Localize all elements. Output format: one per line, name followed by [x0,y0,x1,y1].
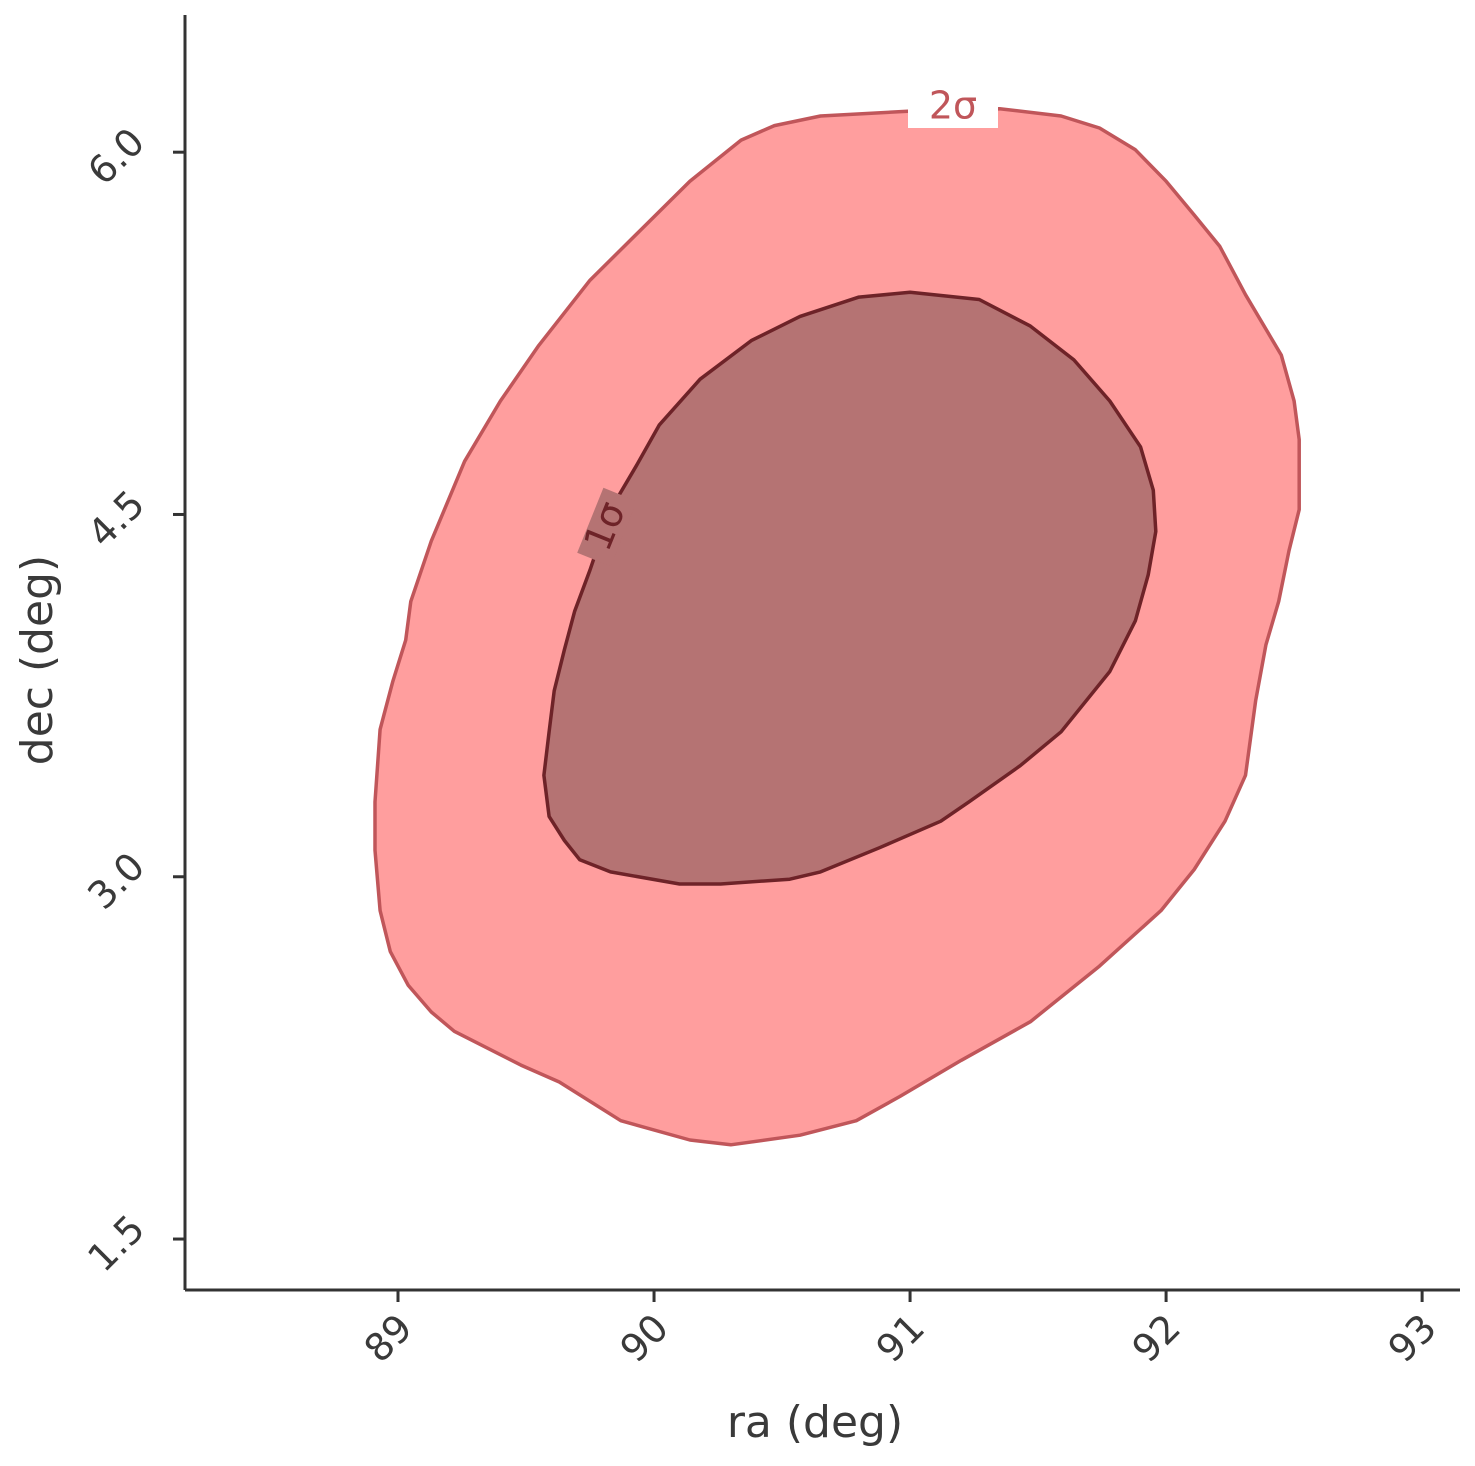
x-tick-label: 90 [612,1306,677,1371]
y-tick-label: 3.0 [79,844,153,918]
x-tick-label: 93 [1380,1306,1445,1371]
y-axis-label: dec (deg) [12,555,63,765]
y-tick-label: 4.5 [79,482,153,556]
y-tick-label: 1.5 [79,1206,153,1280]
label-gap [577,487,637,567]
contour-region [542,290,1158,886]
x-tick-label: 89 [356,1306,421,1371]
x-tick-label: 92 [1124,1306,1189,1371]
y-tick-label: 6.0 [79,119,153,193]
x-tick-label: 91 [868,1306,933,1371]
label-gap [908,88,998,128]
contour-label: 2σ [929,84,977,128]
x-axis-label: ra (deg) [727,1397,903,1448]
